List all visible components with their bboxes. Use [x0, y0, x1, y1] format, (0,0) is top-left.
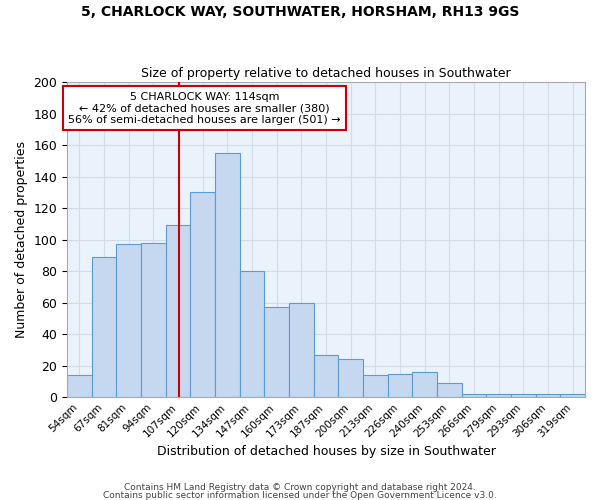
Bar — [487, 394, 511, 397]
Bar — [166, 226, 190, 397]
Bar — [363, 375, 388, 397]
X-axis label: Distribution of detached houses by size in Southwater: Distribution of detached houses by size … — [157, 444, 496, 458]
Bar — [240, 271, 265, 397]
Bar — [462, 394, 487, 397]
Text: 5, CHARLOCK WAY, SOUTHWATER, HORSHAM, RH13 9GS: 5, CHARLOCK WAY, SOUTHWATER, HORSHAM, RH… — [81, 5, 519, 19]
Bar — [215, 153, 240, 397]
Bar — [190, 192, 215, 397]
Text: Contains HM Land Registry data © Crown copyright and database right 2024.: Contains HM Land Registry data © Crown c… — [124, 484, 476, 492]
Bar — [314, 354, 338, 397]
Bar — [511, 394, 536, 397]
Y-axis label: Number of detached properties: Number of detached properties — [15, 141, 28, 338]
Bar — [141, 243, 166, 397]
Bar — [338, 360, 363, 397]
Text: 5 CHARLOCK WAY: 114sqm
← 42% of detached houses are smaller (380)
56% of semi-de: 5 CHARLOCK WAY: 114sqm ← 42% of detached… — [68, 92, 341, 124]
Title: Size of property relative to detached houses in Southwater: Size of property relative to detached ho… — [141, 66, 511, 80]
Bar — [388, 374, 412, 397]
Bar — [265, 308, 289, 397]
Text: Contains public sector information licensed under the Open Government Licence v3: Contains public sector information licen… — [103, 490, 497, 500]
Bar — [437, 383, 462, 397]
Bar — [116, 244, 141, 397]
Bar — [67, 375, 92, 397]
Bar — [560, 394, 585, 397]
Bar — [536, 394, 560, 397]
Bar — [92, 257, 116, 397]
Bar — [412, 372, 437, 397]
Bar — [289, 302, 314, 397]
